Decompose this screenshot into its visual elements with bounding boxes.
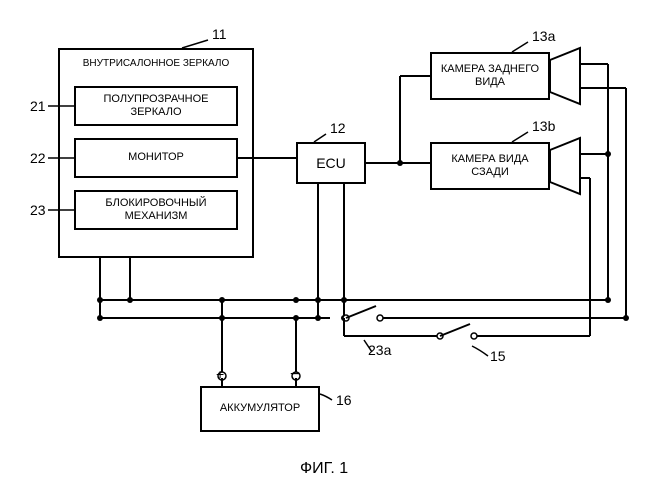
wiring-svg [0, 0, 658, 500]
